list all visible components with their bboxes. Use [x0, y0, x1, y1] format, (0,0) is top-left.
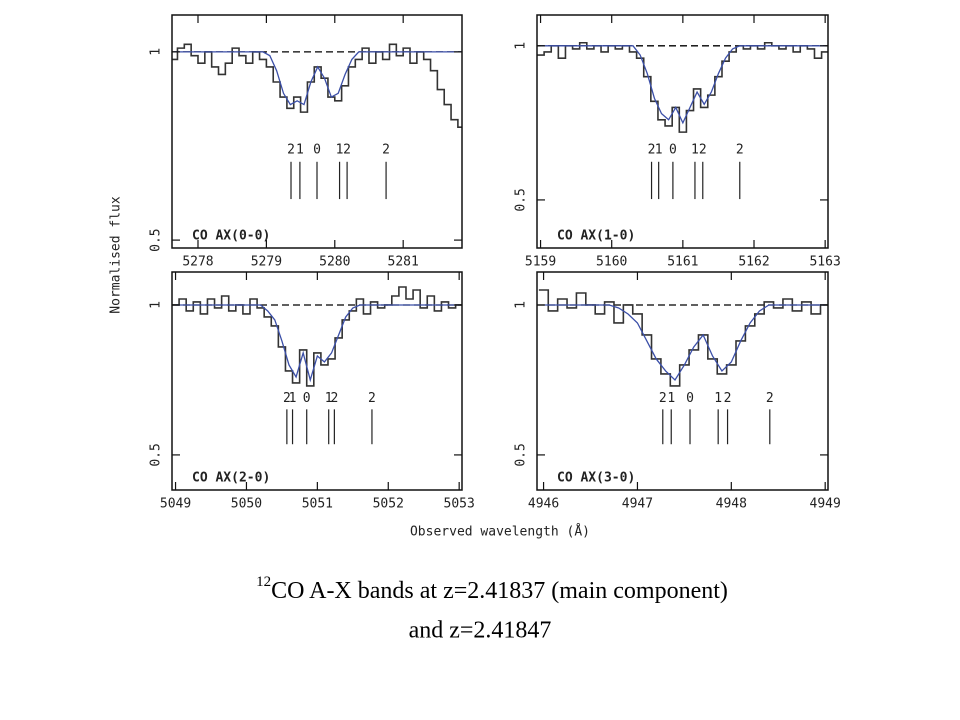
transition-label: 0	[303, 391, 311, 406]
transition-label: 2	[330, 391, 338, 406]
caption-text: CO A-X bands at z=2.41837 (main componen…	[271, 578, 728, 604]
transition-label: 2	[283, 391, 291, 406]
spectrum-line	[540, 45, 826, 125]
caption-line: 12CO A-X bands at z=2.41837 (main compon…	[256, 574, 728, 603]
x-tick-label: 5161	[667, 255, 698, 270]
x-tick-label: 5053	[444, 497, 475, 512]
panel	[172, 43, 462, 128]
x-tick-label: 5280	[319, 255, 350, 270]
panel	[537, 41, 828, 133]
y-tick-label: 1	[514, 42, 529, 50]
transition-label: 1	[336, 143, 344, 158]
spectrum-line	[172, 286, 462, 387]
panel-title: CO AX(1-0)	[557, 229, 635, 244]
x-tick-label: 5279	[251, 255, 282, 270]
transition-label: 1	[655, 143, 663, 158]
transition-label: 1	[667, 391, 675, 406]
x-tick-label: 5049	[160, 497, 191, 512]
x-tick-label: 5160	[596, 255, 627, 270]
panel-title: CO AX(2-0)	[192, 471, 270, 486]
transition-label: 1	[296, 143, 304, 158]
transition-label: 2	[736, 143, 744, 158]
x-tick-label: 4946	[528, 497, 559, 512]
spectrum-line	[537, 41, 828, 133]
transition-label: 0	[669, 143, 677, 158]
panel-title: CO AX(3-0)	[557, 471, 635, 486]
panel	[172, 286, 462, 387]
transition-label: 0	[313, 143, 321, 158]
y-tick-label: 1	[149, 301, 164, 309]
transition-label: 1	[289, 391, 297, 406]
y-tick-label: 0.5	[514, 188, 529, 211]
transition-label: 2	[648, 143, 656, 158]
x-tick-label: 5163	[809, 255, 840, 270]
transition-label: 2	[287, 143, 295, 158]
y-tick-label: 1	[514, 301, 529, 309]
y-tick-label: 0.5	[149, 443, 164, 466]
x-axis-label: Observed wavelength (Å)	[410, 524, 590, 540]
x-tick-label: 5159	[525, 255, 556, 270]
transition-label: 0	[686, 391, 694, 406]
y-tick-label: 1	[149, 48, 164, 56]
transition-label: 2	[659, 391, 667, 406]
x-tick-label: 5162	[738, 255, 769, 270]
transition-label: 2	[382, 143, 390, 158]
y-axis-label: Normalised flux	[109, 196, 124, 314]
transition-label: 1	[325, 391, 333, 406]
panel-frame	[171, 14, 463, 249]
x-tick-label: 4947	[622, 497, 653, 512]
transition-label: 2	[766, 391, 774, 406]
spectrum-line	[172, 43, 462, 128]
panel-frame	[536, 271, 829, 491]
x-tick-label: 5051	[302, 497, 333, 512]
caption-line: and z=2.41847	[409, 618, 552, 644]
x-tick-label: 5052	[373, 497, 404, 512]
transition-label: 2	[368, 391, 376, 406]
transition-label: 2	[699, 143, 707, 158]
transition-label: 2	[724, 391, 732, 406]
x-tick-label: 5281	[388, 255, 419, 270]
spectrum-line	[543, 304, 826, 381]
x-tick-label: 5050	[231, 497, 262, 512]
transition-label: 1	[714, 391, 722, 406]
x-tick-label: 4949	[810, 497, 841, 512]
transition-label: 1	[691, 143, 699, 158]
spectrum-line	[174, 51, 462, 106]
y-tick-label: 0.5	[514, 443, 529, 466]
spectrum-line	[175, 304, 460, 383]
x-tick-label: 5278	[182, 255, 213, 270]
x-tick-label: 4948	[716, 497, 747, 512]
panel	[537, 289, 828, 387]
caption-superscript: 12	[256, 574, 271, 590]
panel-title: CO AX(0-0)	[192, 229, 270, 244]
transition-label: 2	[343, 143, 351, 158]
y-tick-label: 0.5	[149, 228, 164, 251]
